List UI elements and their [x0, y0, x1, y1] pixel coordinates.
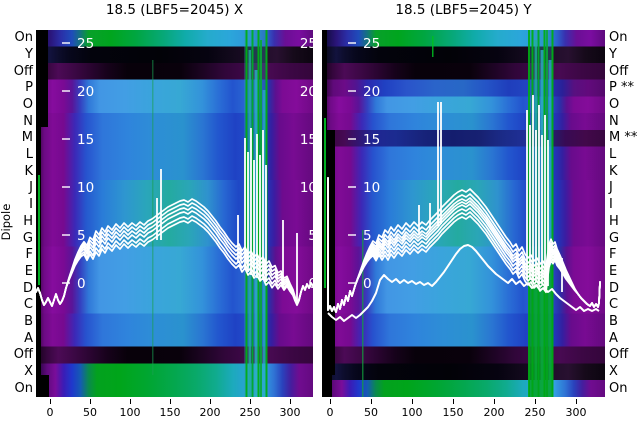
row-label: C: [23, 297, 33, 313]
row-label: N: [609, 113, 619, 129]
row-label: Off: [13, 347, 33, 363]
row-label: H: [609, 213, 619, 229]
row-label: I: [609, 197, 613, 213]
svg-text:10: 10: [363, 180, 380, 196]
x-tick-mark: [371, 399, 372, 404]
x-tick-mark: [535, 399, 536, 404]
row-labels-left: On Y Off P O N M L K J I H G F E D C B A Off X On: [0, 30, 33, 397]
x-tick-label: 200: [483, 406, 505, 419]
x-tick-mark: [290, 399, 291, 404]
svg-text:10: 10: [77, 180, 94, 196]
svg-text:15: 15: [300, 132, 313, 148]
x-tick-mark: [453, 399, 454, 404]
x-tick-label: 100: [401, 406, 423, 419]
svg-text:0: 0: [363, 276, 372, 292]
svg-text:20: 20: [300, 84, 313, 100]
row-label: On: [609, 30, 628, 46]
x-tick-mark: [50, 399, 51, 404]
x-tick-mark: [576, 399, 577, 404]
row-label: C: [609, 297, 619, 313]
svg-text:15: 15: [77, 132, 94, 148]
row-label: Off: [609, 347, 629, 363]
row-label: X: [609, 363, 618, 379]
x-axis-left: 0 50 100 150 200 250 300: [36, 397, 313, 435]
row-label: P **: [609, 80, 634, 96]
row-label: On: [14, 380, 33, 396]
svg-text:5: 5: [363, 228, 372, 244]
x-tick-mark: [210, 399, 211, 404]
x-axis-right: 0 50 100 150 200 250 300: [322, 397, 605, 435]
row-label: M **: [609, 130, 638, 146]
row-label: M: [21, 130, 33, 146]
row-label: D: [22, 280, 33, 296]
plot-title-right: 18.5 (LBF5=2045) Y: [395, 2, 532, 18]
row-label: G: [609, 230, 620, 246]
svg-text:25: 25: [77, 36, 94, 52]
row-label: Off: [13, 63, 33, 79]
x-tick-label: 250: [239, 406, 261, 419]
row-label: On: [609, 380, 628, 396]
row-label: Y: [25, 47, 33, 63]
row-label: B: [609, 313, 618, 329]
x-tick-label: 150: [159, 406, 181, 419]
x-tick-mark: [412, 399, 413, 404]
row-label: E: [24, 263, 33, 279]
svg-text:25: 25: [363, 36, 380, 52]
svg-text:5: 5: [308, 228, 313, 244]
svg-text:0: 0: [77, 276, 86, 292]
x-tick-label: 100: [119, 406, 141, 419]
svg-text:20: 20: [77, 84, 94, 100]
x-tick-label: 0: [326, 406, 334, 419]
svg-text:15: 15: [363, 132, 380, 148]
row-label: K: [24, 163, 33, 179]
x-tick-label: 50: [83, 406, 97, 419]
x-tick-label: 150: [442, 406, 464, 419]
row-label: A: [24, 330, 33, 346]
row-label: G: [22, 230, 33, 246]
x-tick-label: 250: [524, 406, 546, 419]
row-label: F: [25, 247, 33, 263]
row-label: Y: [609, 47, 617, 63]
row-label: E: [609, 263, 618, 279]
row-label: O: [22, 97, 33, 113]
x-tick-mark: [330, 399, 331, 404]
svg-text:20: 20: [363, 84, 380, 100]
x-tick-label: 300: [565, 406, 587, 419]
row-label: L: [609, 147, 617, 163]
row-label: A: [609, 330, 618, 346]
x-tick-mark: [130, 399, 131, 404]
row-label: J: [609, 180, 613, 196]
row-label: H: [23, 213, 33, 229]
row-label: I: [29, 197, 33, 213]
x-tick-label: 300: [279, 406, 301, 419]
row-label: F: [609, 247, 617, 263]
x-tick-mark: [170, 399, 171, 404]
heatmap-y-plane: 25 20 15 10 5 0: [322, 30, 605, 397]
row-label: L: [25, 147, 33, 163]
x-tick-label: 0: [46, 406, 54, 419]
row-labels-right: On Y Off P ** O N M ** L K J I H G F E D C B A Off X On: [609, 30, 640, 397]
row-label: On: [14, 30, 33, 46]
row-label: X: [24, 363, 33, 379]
x-tick-mark: [494, 399, 495, 404]
x-tick-label: 200: [199, 406, 221, 419]
row-label: P: [25, 80, 33, 96]
heatmap-x-plane: 25 25 20 20 15 15 10 10 5 5 0 0: [36, 30, 313, 397]
row-label: N: [23, 113, 33, 129]
x-tick-label: 50: [364, 406, 378, 419]
row-label: J: [29, 180, 33, 196]
svg-text:10: 10: [300, 180, 313, 196]
plot-title-left: 18.5 (LBF5=2045) X: [105, 2, 244, 18]
x-tick-mark: [250, 399, 251, 404]
row-label: D: [609, 280, 620, 296]
svg-text:25: 25: [300, 36, 313, 52]
row-label: K: [609, 163, 618, 179]
row-label: B: [24, 313, 33, 329]
row-label: Off: [609, 63, 629, 79]
row-label: O: [609, 97, 620, 113]
x-tick-mark: [90, 399, 91, 404]
svg-text:5: 5: [77, 228, 86, 244]
